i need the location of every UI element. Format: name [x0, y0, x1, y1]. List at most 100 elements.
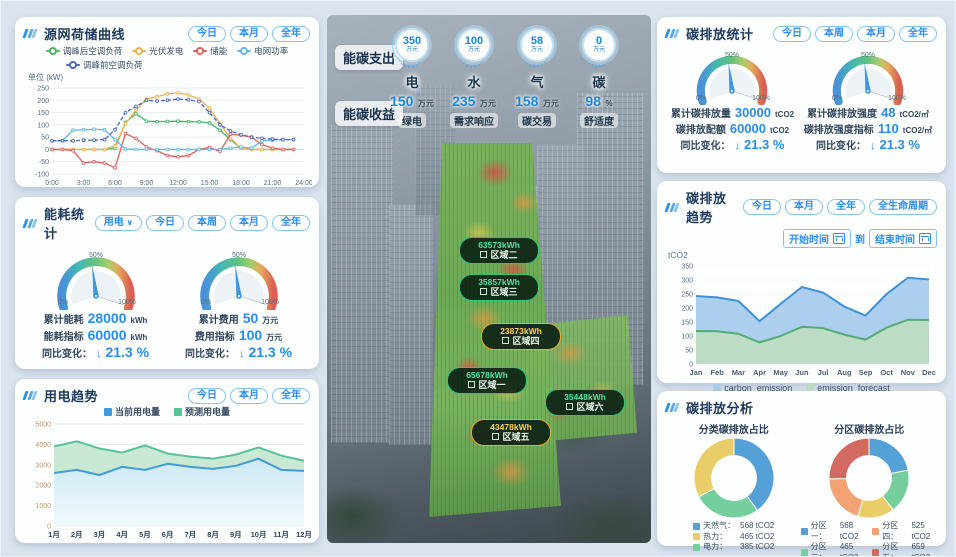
panel-title: 碳排放趋势	[686, 191, 727, 225]
svg-text:2月: 2月	[71, 530, 83, 539]
filter-year-button[interactable]: 全年	[827, 199, 865, 215]
filter-today-button[interactable]: 今日	[743, 199, 781, 215]
svg-text:8月: 8月	[207, 530, 219, 539]
svg-text:6:00: 6:00	[108, 180, 122, 187]
expense-item-water: 100 万元 水	[443, 25, 505, 91]
legend-item[interactable]: 光伏发电	[132, 45, 183, 57]
filter-month-button[interactable]: 本月	[230, 215, 268, 231]
chart-legend-row2: 调峰前空调负荷	[24, 59, 310, 71]
category-donut-block: 分类碳排放占比 天然气： 568 tCO2 热力： 465 tCO2 电力： 385 …	[666, 419, 802, 556]
filter-today-button[interactable]: 今日	[773, 25, 811, 42]
expense-label: 能碳支出	[335, 45, 404, 70]
legend-item[interactable]: 当前用电量	[103, 405, 160, 418]
svg-text:Apr: Apr	[753, 368, 766, 377]
svg-text:4月: 4月	[116, 530, 128, 539]
arrow-down-icon: ↓	[238, 348, 245, 360]
panel-title: 能耗统计	[44, 207, 85, 241]
stat-ring: 0 万元	[579, 25, 619, 68]
svg-text:200: 200	[681, 306, 693, 313]
legend-item[interactable]: 分区一： 568 tCO2	[800, 521, 867, 542]
y-axis-unit: 单位 (kW)	[28, 73, 64, 82]
svg-text:5000: 5000	[35, 422, 51, 429]
legend-item[interactable]: 分区二： 465 tCO2	[800, 542, 867, 556]
legend-item[interactable]: 调峰前空调负荷	[66, 59, 143, 71]
legend-item[interactable]: emission_forecast	[806, 383, 890, 393]
legend-item[interactable]: 调峰后空调负荷	[45, 45, 122, 57]
power-trend-area-chart: 0 1000 2000 3000 4000 5000 1月 2月 3月 4月 5月 6月 7月 8月 9月 1…	[35, 422, 312, 540]
energy-type-dropdown[interactable]: 用电 ∨	[94, 215, 142, 231]
filter-lifecycle-button[interactable]: 全生命周期	[869, 199, 937, 215]
filter-year-button[interactable]: 全年	[272, 25, 310, 42]
filter-week-button[interactable]: 本周	[815, 25, 853, 42]
svg-text:Oct: Oct	[880, 368, 893, 377]
filter-month-button[interactable]: 本月	[230, 387, 268, 404]
start-date-input[interactable]: 开始时间	[783, 229, 851, 248]
filter-week-button[interactable]: 本周	[188, 215, 226, 231]
filter-today-button[interactable]: 今日	[188, 25, 226, 42]
legend-item[interactable]: 储能	[193, 45, 227, 57]
panel-energy-stats: 能耗统计 用电 ∨ 今日 本周 本月 全年 0% 50% 100% 累计能耗 2800…	[15, 197, 319, 369]
end-date-input[interactable]: 结束时间	[869, 229, 937, 248]
svg-text:24:00: 24:00	[295, 180, 312, 187]
series-swatch	[174, 408, 182, 416]
filter-today-button[interactable]: 今日	[146, 215, 184, 231]
zone-pill[interactable]: 35857kWh 区域三	[459, 274, 539, 301]
filter-month-button[interactable]: 本月	[785, 199, 823, 215]
legend-item[interactable]: 分区四： 525 tCO2	[872, 521, 938, 542]
panel-icon	[664, 29, 680, 38]
zone-pill[interactable]: 65678kWh 区域一	[447, 367, 527, 394]
svg-text:250: 250	[37, 86, 49, 93]
calendar-icon	[833, 233, 845, 244]
income-item-demand-response: 235 万元 需求响应	[443, 93, 505, 130]
panel-title: 碳排放统计	[686, 27, 754, 42]
svg-text:50%: 50%	[231, 252, 245, 259]
panel-title: 用电趋势	[44, 389, 99, 404]
legend-item[interactable]: 天然气： 568 tCO2	[693, 521, 774, 532]
stat-ring: 100 万元	[454, 25, 494, 68]
filter-year-button[interactable]: 全年	[272, 215, 310, 231]
filter-year-button[interactable]: 全年	[899, 25, 937, 42]
svg-text:50: 50	[41, 135, 49, 142]
panel-carbon-analysis: 碳排放分析 分类碳排放占比 天然气： 568 tCO2 热力： 465 tCO2 电…	[657, 391, 946, 556]
income-item-green-power: 150 万元 绿电	[390, 93, 434, 128]
svg-text:0%: 0%	[201, 299, 211, 306]
svg-text:15:00: 15:00	[201, 180, 219, 187]
svg-text:0%: 0%	[696, 95, 706, 102]
slice-swatch	[693, 533, 701, 541]
legend-item[interactable]: 电网功率	[237, 45, 288, 57]
building	[331, 125, 393, 443]
panel-power-trend: 用电趋势 今日 本月 全年 当前用电量 预测用电量 0 1000 2000 3000 4…	[15, 379, 319, 543]
series-swatch	[806, 384, 815, 392]
svg-text:Jul: Jul	[818, 368, 829, 377]
filter-month-button[interactable]: 本月	[230, 25, 268, 42]
gauge-chart: 0% 50% 100%	[199, 252, 279, 310]
svg-text:9:00: 9:00	[140, 180, 154, 187]
zone-pill[interactable]: 23873kWh 区域四	[481, 323, 561, 350]
svg-text:1月: 1月	[48, 530, 60, 539]
legend-item[interactable]: 预测用电量	[174, 405, 230, 418]
legend-item[interactable]: 分区五： 659 tCO2	[872, 542, 938, 556]
filter-month-button[interactable]: 本月	[857, 25, 895, 42]
slice-swatch	[693, 543, 701, 551]
filter-today-button[interactable]: 今日	[188, 387, 226, 404]
chevron-down-icon: ∨	[126, 218, 134, 227]
zone-pill[interactable]: 43478kWh 区域五	[471, 419, 551, 446]
filter-year-button[interactable]: 全年	[272, 387, 310, 404]
legend-item[interactable]: 电力： 385 tCO2	[693, 542, 774, 553]
zone-pill[interactable]: 63573kWh 区域二	[459, 237, 539, 264]
legend-item[interactable]: 热力： 465 tCO2	[693, 532, 774, 543]
legend-item[interactable]: carbon_emission	[713, 383, 792, 393]
zone-pill[interactable]: 35448kWh 区域六	[545, 389, 625, 416]
svg-text:100: 100	[681, 334, 693, 341]
carbon-trend-area-chart: 0 50 100 150 200 250 300 350 Jan Feb Mar Apr May Jun J…	[681, 264, 936, 378]
svg-text:9月: 9月	[230, 530, 242, 539]
svg-text:2000: 2000	[35, 483, 51, 490]
svg-text:100%: 100%	[753, 95, 771, 102]
svg-text:100%: 100%	[261, 299, 279, 306]
slice-swatch	[872, 549, 880, 556]
zone-donut-chart	[828, 437, 910, 519]
svg-text:Feb: Feb	[711, 368, 725, 377]
expense-item-gas: 58 万元 气	[506, 25, 568, 91]
svg-text:0%: 0%	[58, 299, 68, 306]
